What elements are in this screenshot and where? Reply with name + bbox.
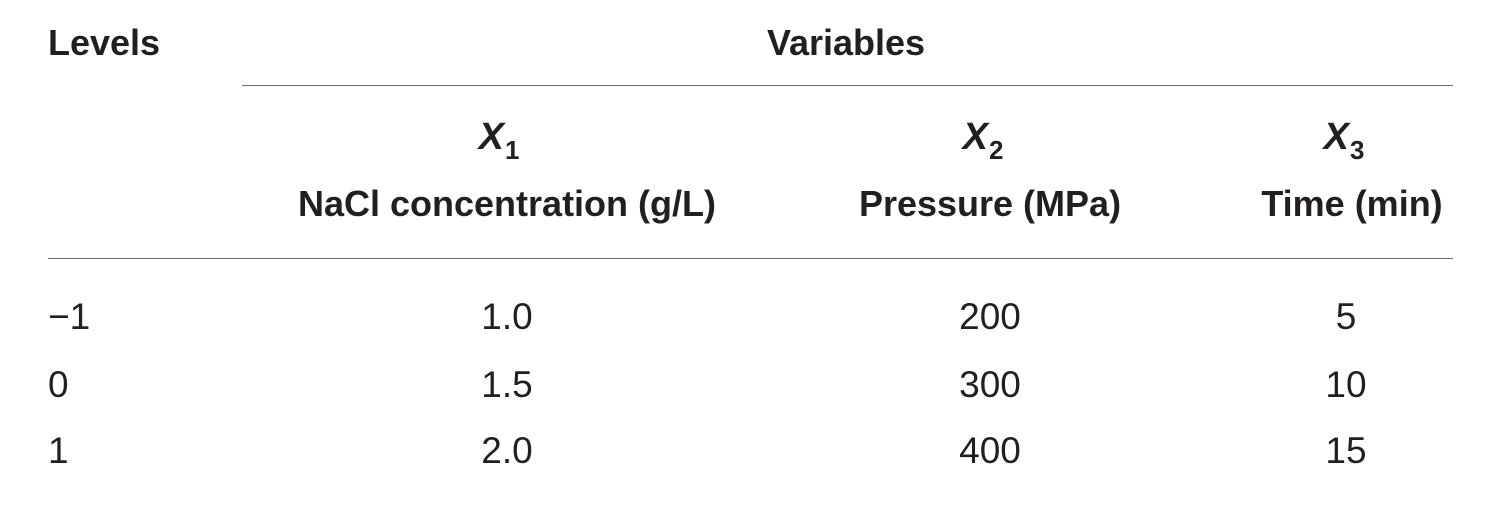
column-symbol-x1: X1 (478, 116, 520, 165)
cell-nacl: 1.5 (481, 364, 533, 405)
column-label-pressure: Pressure (MPa) (858, 183, 1122, 224)
row-level: −1 (48, 296, 91, 337)
cell-pressure: 300 (959, 364, 1021, 405)
row-level: 1 (48, 430, 69, 471)
variables-divider (242, 85, 1453, 86)
cell-nacl: 1.0 (481, 296, 533, 337)
cell-pressure: 200 (959, 296, 1021, 337)
cell-pressure: 400 (959, 430, 1021, 471)
variables-header: Variables (766, 22, 926, 63)
cell-nacl: 2.0 (481, 430, 533, 471)
column-label-time: Time (min) (1261, 183, 1443, 224)
column-label-nacl: NaCl concentration (g/L) (297, 183, 717, 224)
cell-time: 5 (1335, 296, 1357, 337)
row-level: 0 (48, 364, 69, 405)
cell-time: 15 (1325, 430, 1367, 471)
header-divider (48, 258, 1453, 259)
levels-header: Levels (48, 22, 161, 63)
column-symbol-x2: X2 (962, 116, 1004, 165)
column-symbol-x3: X3 (1323, 116, 1365, 165)
cell-time: 10 (1325, 364, 1367, 405)
